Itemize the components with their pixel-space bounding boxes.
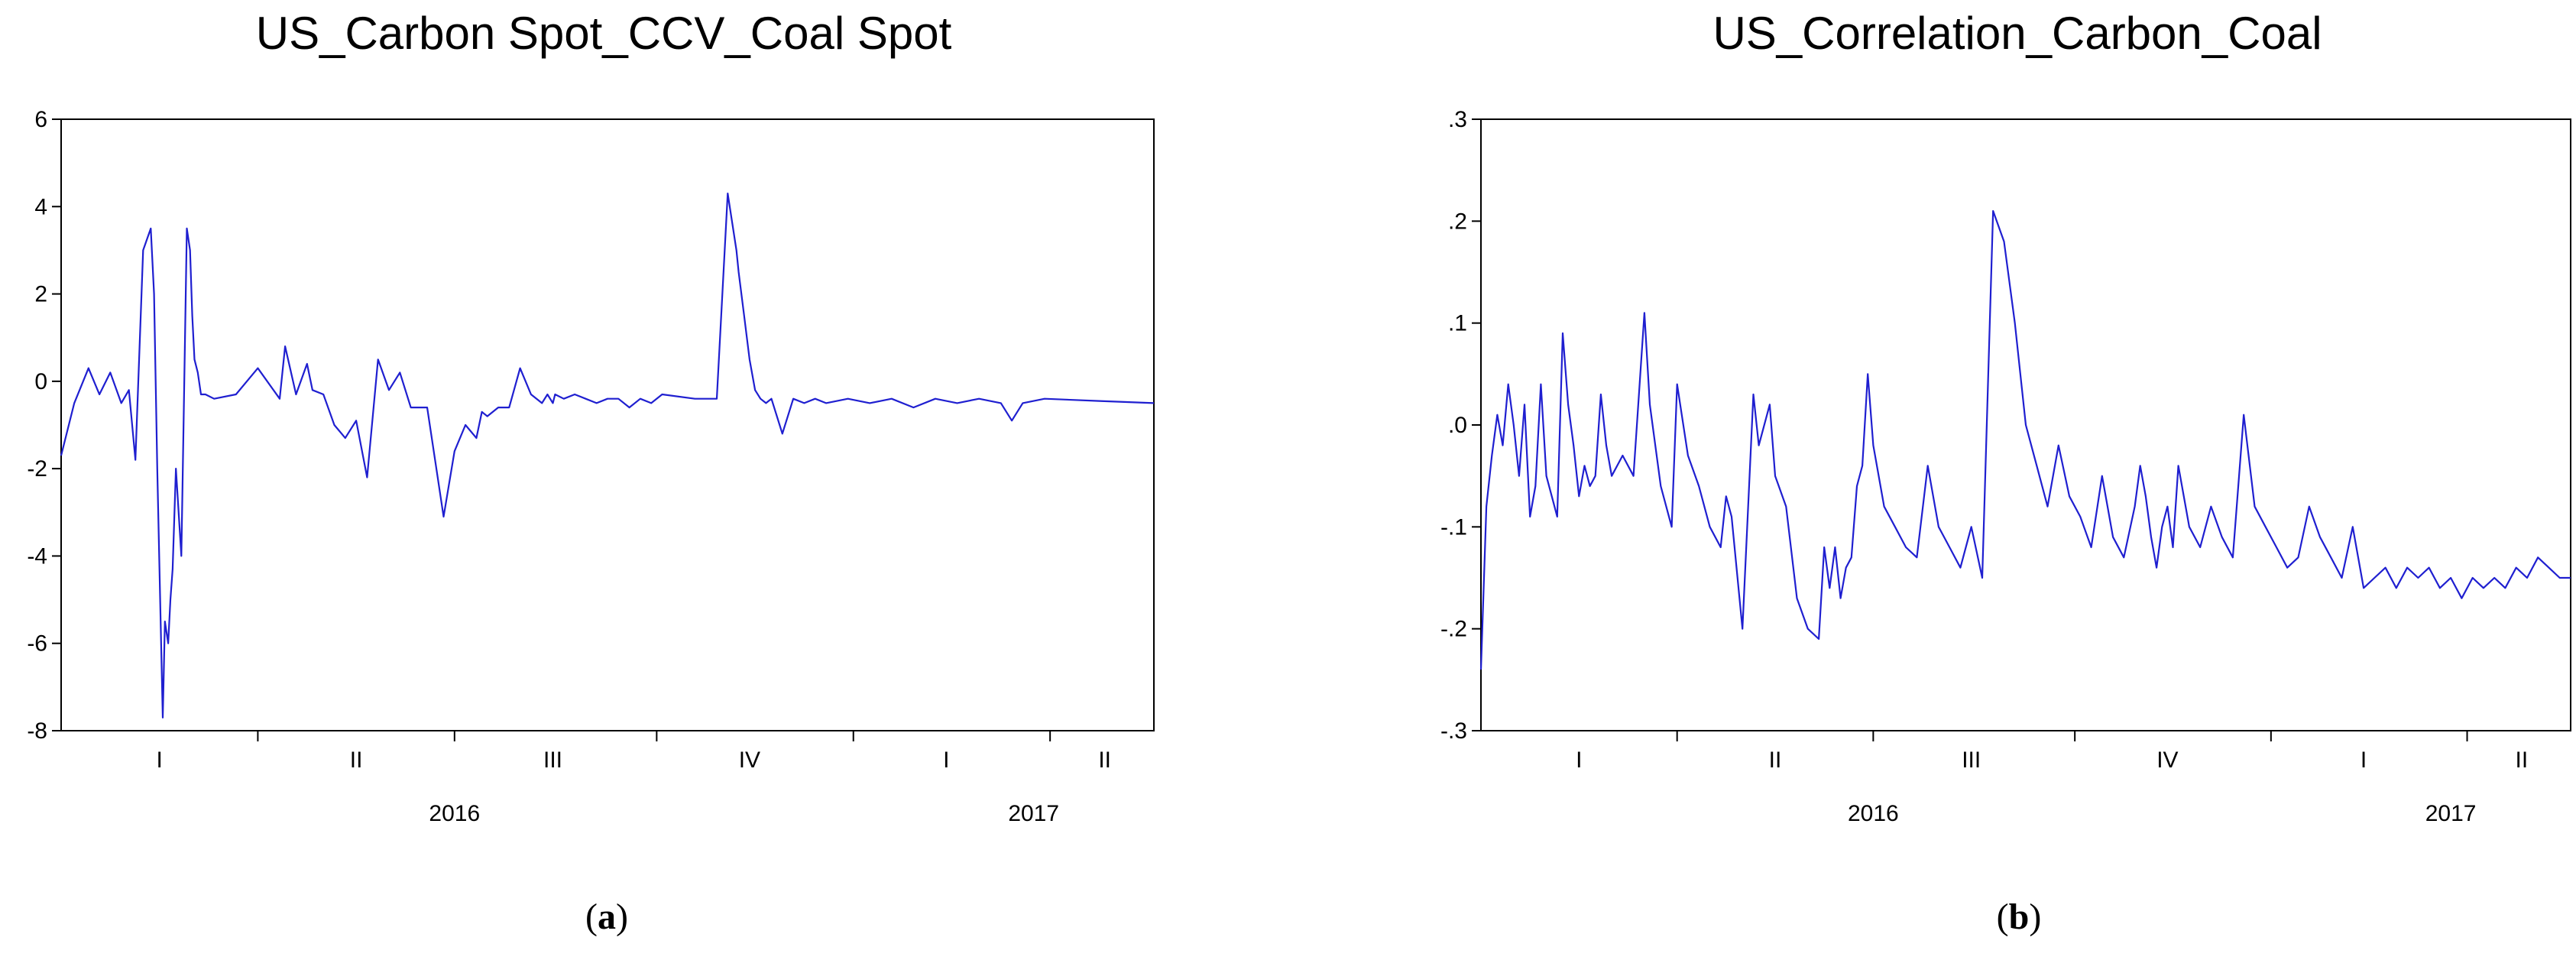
- chart-title: US_Carbon Spot_CCV_Coal Spot: [256, 8, 952, 59]
- x-quarter-label: I: [1576, 748, 1582, 773]
- x-quarter-label: II: [350, 748, 363, 773]
- panel-caption-letter: b: [2009, 897, 2030, 937]
- series-group: [1479, 209, 2571, 670]
- y-tick-label: 2: [34, 282, 47, 307]
- x-year-label: 2016: [429, 801, 480, 826]
- y-tick-label: -4: [27, 543, 47, 569]
- chart-panel-b: US_Correlation_Carbon_Coal .3 .2 .1 .0 -.1 -.…: [1440, 8, 2571, 937]
- plot-frame: [60, 118, 1155, 731]
- x-quarter-label: III: [1962, 748, 1981, 773]
- panel-caption: (b): [1997, 897, 2042, 937]
- x-quarter-label: I: [943, 748, 949, 773]
- x-quarter-label: II: [1098, 748, 1111, 773]
- x-year-label: 2016: [1848, 801, 1899, 826]
- x-quarter-label: II: [1769, 748, 1782, 773]
- chart-title: US_Correlation_Carbon_Coal: [1712, 8, 2322, 59]
- series-line: [60, 193, 1155, 719]
- x-quarter-label: I: [157, 748, 163, 773]
- y-axis: 6 4 2 0 -2 -4 -6 -8: [27, 107, 61, 744]
- y-tick-label: 4: [34, 194, 47, 219]
- y-tick-label: -.1: [1440, 514, 1467, 540]
- y-tick-label: -.2: [1440, 617, 1467, 642]
- x-quarter-label: I: [2361, 748, 2367, 773]
- series-line: [1479, 209, 2571, 670]
- y-tick-label: .0: [1448, 413, 1467, 438]
- x-year-label: 2017: [1008, 801, 1059, 826]
- y-tick-label: .1: [1448, 311, 1467, 336]
- y-tick-label: -6: [27, 631, 47, 657]
- y-tick-label: 6: [34, 107, 47, 132]
- series-group: [60, 193, 1155, 719]
- y-tick-label: -2: [27, 456, 47, 482]
- x-quarter-label: IV: [739, 748, 760, 773]
- x-quarter-label: II: [2515, 748, 2528, 773]
- chart-panel-a: US_Carbon Spot_CCV_Coal Spot 6 4 2 0 -2 -4 -6 -…: [27, 8, 1155, 937]
- y-tick-label: .3: [1448, 107, 1467, 132]
- y-tick-label: -.3: [1440, 718, 1467, 744]
- x-year-label: 2017: [2425, 801, 2477, 826]
- x-quarter-label: IV: [2156, 748, 2178, 773]
- y-axis: .3 .2 .1 .0 -.1 -.2 -.3: [1440, 107, 1481, 744]
- y-tick-label: -8: [27, 718, 47, 744]
- y-tick-label: 0: [34, 369, 47, 394]
- x-quarter-label: III: [543, 748, 562, 773]
- panel-caption: (a): [585, 897, 628, 937]
- panel-caption-letter: a: [598, 897, 616, 937]
- y-tick-label: .2: [1448, 209, 1467, 234]
